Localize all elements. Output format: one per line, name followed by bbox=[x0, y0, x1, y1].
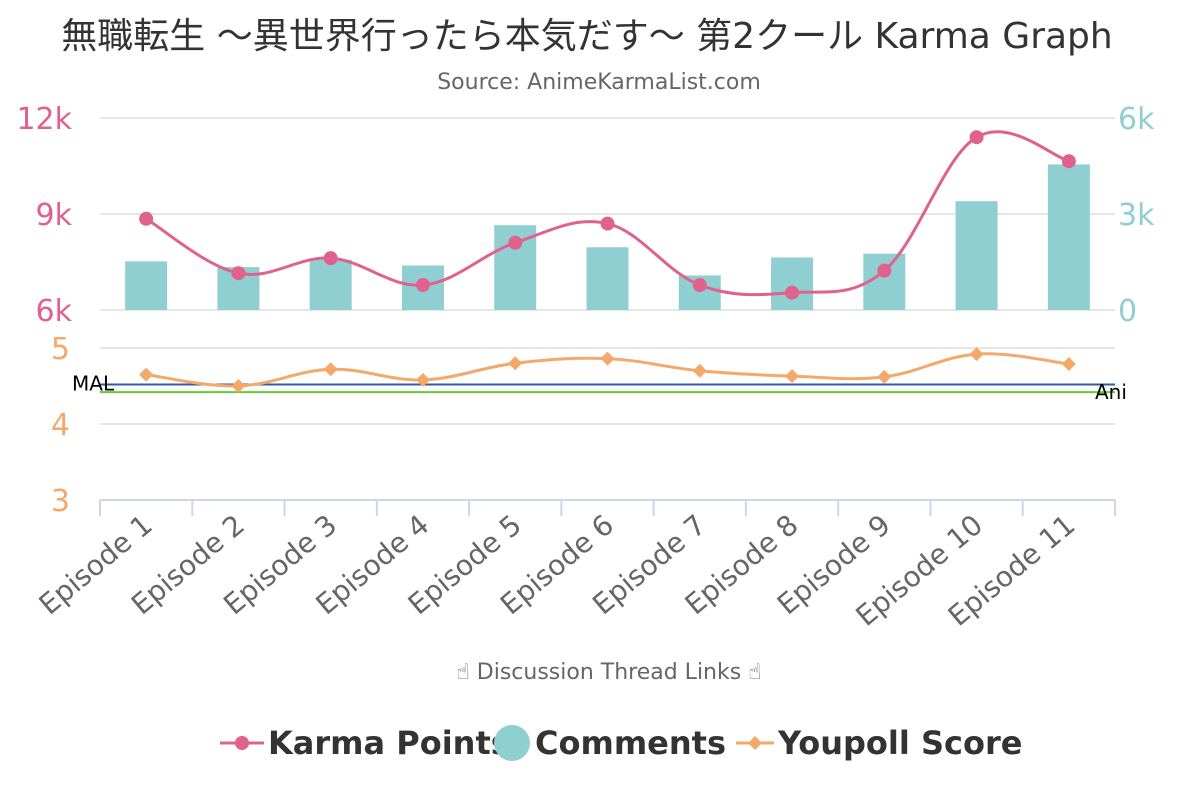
legend-label: Karma Points bbox=[268, 724, 510, 762]
legend-marker bbox=[494, 725, 530, 761]
karma-point[interactable] bbox=[231, 266, 246, 281]
karma-axis-tick: 9k bbox=[36, 198, 73, 233]
comments-axis-tick: 0 bbox=[1118, 294, 1137, 329]
x-axis-label[interactable]: ☝ Discussion Thread Links ☝ bbox=[456, 660, 761, 685]
youpoll-point[interactable] bbox=[415, 372, 430, 387]
comments-bar[interactable] bbox=[1047, 164, 1090, 310]
youpoll-axis-tick: 5 bbox=[51, 332, 70, 367]
karma-point[interactable] bbox=[323, 251, 338, 266]
comments-bars bbox=[125, 164, 1090, 310]
legend-item[interactable]: Youpoll Score bbox=[736, 724, 1022, 762]
karma-axis-tick: 6k bbox=[36, 294, 73, 329]
gridlines bbox=[100, 117, 1115, 425]
chart-title: 無職転生 ～異世界行ったら本気だす～ 第2クール Karma Graph bbox=[61, 16, 1112, 57]
youpoll-point[interactable] bbox=[785, 369, 800, 384]
legend-label: Comments bbox=[535, 724, 726, 762]
series-lines bbox=[139, 130, 1076, 393]
karma-point[interactable] bbox=[692, 278, 707, 293]
comments-axis-tick: 3k bbox=[1118, 198, 1155, 233]
karma-point[interactable] bbox=[785, 285, 800, 300]
legend-item[interactable]: Comments bbox=[494, 724, 726, 762]
comments-bar[interactable] bbox=[955, 201, 998, 310]
youpoll-point[interactable] bbox=[508, 356, 523, 371]
comments-bar[interactable] bbox=[125, 261, 168, 310]
legend-marker bbox=[235, 736, 249, 750]
youpoll-point[interactable] bbox=[877, 369, 892, 384]
legend-label: Youpoll Score bbox=[777, 724, 1022, 762]
karma-point[interactable] bbox=[508, 235, 523, 250]
karma-point[interactable] bbox=[1061, 154, 1076, 169]
karma-point[interactable] bbox=[877, 263, 892, 278]
chart-subtitle: Source: AnimeKarmaList.com bbox=[437, 70, 761, 95]
legend: Karma Points Comments Youpoll Score bbox=[220, 724, 1022, 762]
legend-marker bbox=[748, 736, 762, 750]
comments-bar[interactable] bbox=[309, 259, 352, 310]
youpoll-axis-tick: 3 bbox=[51, 484, 70, 519]
youpoll-point[interactable] bbox=[231, 379, 246, 393]
youpoll-axis-tick: 4 bbox=[51, 408, 70, 443]
comments-bar[interactable] bbox=[586, 247, 629, 310]
youpoll-point[interactable] bbox=[323, 362, 338, 377]
reference-lines: MAL Ani bbox=[72, 371, 1127, 404]
comments-axis-tick: 6k bbox=[1118, 102, 1155, 137]
youpoll-point[interactable] bbox=[139, 367, 154, 382]
youpoll-point[interactable] bbox=[1061, 356, 1076, 371]
karma-point[interactable] bbox=[139, 211, 154, 226]
karma-point[interactable] bbox=[415, 278, 430, 293]
legend-item[interactable]: Karma Points bbox=[220, 724, 510, 762]
comments-bar[interactable] bbox=[771, 257, 814, 310]
youpoll-point[interactable] bbox=[969, 347, 984, 362]
reference-line-label: Ani bbox=[1095, 380, 1127, 404]
karma-axis-tick: 12k bbox=[16, 102, 72, 137]
karma-point[interactable] bbox=[600, 216, 615, 231]
youpoll-point[interactable] bbox=[600, 351, 615, 366]
youpoll-point[interactable] bbox=[692, 363, 707, 378]
karma-point[interactable] bbox=[969, 130, 984, 145]
